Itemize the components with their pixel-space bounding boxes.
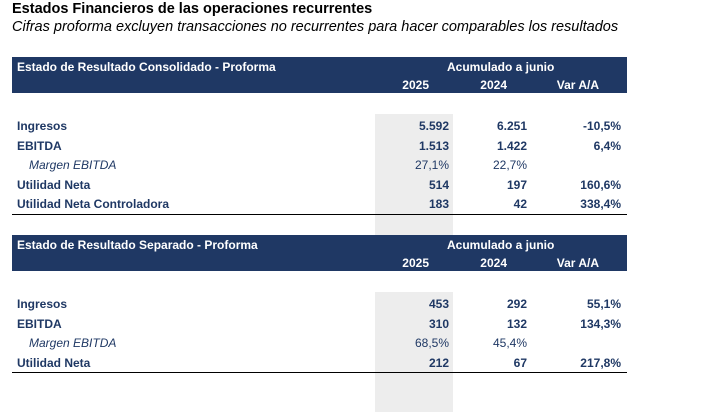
row-label: Margen EBITDA [29,158,117,172]
table-title: Estado de Resultado Consolidado - Profor… [17,60,276,74]
table-row: Utilidad Neta Controladora 183 42 338,4% [12,194,627,214]
value-2025: 453 [428,297,449,311]
table-row: Utilidad Neta 514 197 160,6% [12,175,627,195]
value-var: 160,6% [580,177,621,192]
page-title: Estados Financieros de las operaciones r… [12,1,373,17]
table-header: Estado de Resultado Consolidado - Profor… [12,57,627,93]
table-row: Margen EBITDA 27,1% 22,7% [12,155,627,175]
col-2025: 2025 [402,78,429,92]
value-var: 338,4% [580,197,621,211]
row-label: Margen EBITDA [29,336,117,350]
value-2025: 514 [428,177,449,192]
highlight-column [375,292,453,412]
period-label: Acumulado a junio [447,238,555,252]
row-label: Ingresos [17,297,68,311]
value-2024: 292 [506,297,527,311]
table-title: Estado de Resultado Separado - Proforma [17,238,258,252]
table-bottom-rule [12,372,627,373]
value-2024: 6.251 [496,119,527,133]
value-var: 6,4% [593,138,621,153]
value-var: 134,3% [580,316,621,331]
table-row: EBITDA 1.513 1.422 6,4% [12,136,627,156]
row-label: Ingresos [17,119,68,133]
row-label: Utilidad Neta [17,355,91,370]
value-var: -10,5% [582,119,621,133]
value-var: 217,8% [580,355,621,370]
consolidated-table: Estado de Resultado Consolidado - Profor… [12,57,627,253]
table-row: EBITDA 310 132 134,3% [12,314,627,334]
separate-table: Estado de Resultado Separado - Proforma … [12,235,627,412]
value-2025: 212 [428,355,449,370]
value-2025: 1.513 [418,138,449,153]
value-2025: 310 [428,316,449,331]
value-2024: 132 [506,316,527,331]
page-subtitle: Cifras proforma excluyen transacciones n… [12,19,619,35]
table-row: Ingresos 453 292 55,1% [12,294,627,314]
value-2024: 197 [506,177,527,192]
col-2024: 2024 [480,78,507,92]
col-var: Var A/A [556,78,599,92]
value-2024: 42 [513,197,527,211]
table-row: Ingresos 5.592 6.251 -10,5% [12,116,627,136]
value-2025: 27,1% [414,158,449,172]
highlight-column [375,114,453,253]
value-2024: 45,4% [492,336,527,350]
row-label: Utilidad Neta [17,177,91,192]
table-row: Utilidad Neta 212 67 217,8% [12,353,627,373]
row-label: EBITDA [17,316,62,331]
table-row: Margen EBITDA 68,5% 45,4% [12,333,627,353]
value-2025: 5.592 [418,119,449,133]
value-2025: 68,5% [414,336,449,350]
value-var: 55,1% [586,297,621,311]
value-2024: 1.422 [496,138,527,153]
row-label: Utilidad Neta Controladora [17,197,170,211]
col-2024: 2024 [480,256,507,270]
value-2024: 67 [513,355,527,370]
value-2025: 183 [428,197,449,211]
row-label: EBITDA [17,138,62,153]
col-var: Var A/A [556,256,599,270]
value-2024: 22,7% [492,158,527,172]
table-header: Estado de Resultado Separado - Proforma … [12,235,627,271]
table-bottom-rule [12,213,627,215]
period-label: Acumulado a junio [447,60,555,74]
col-2025: 2025 [402,256,429,270]
